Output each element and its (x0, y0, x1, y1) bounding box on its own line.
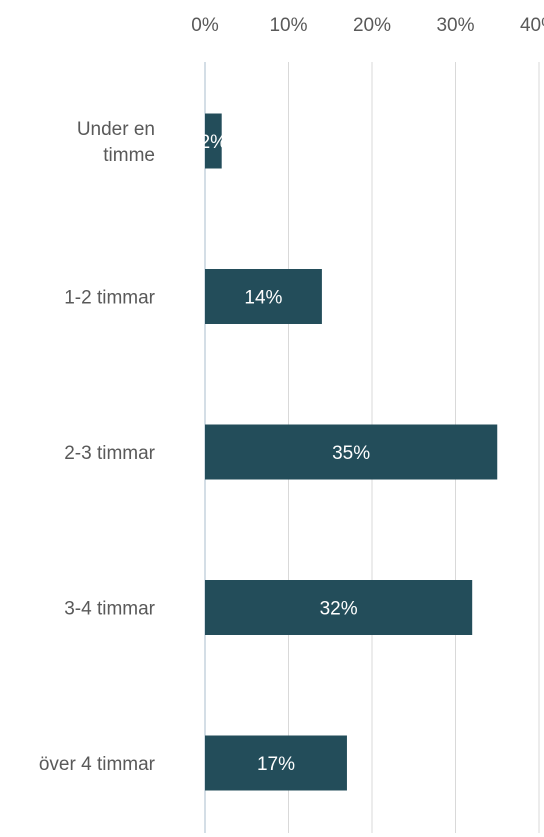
category-label-line: 3-4 timmar (64, 599, 155, 620)
category-label: 1-2 timmar (64, 288, 155, 309)
category-labels: Under en timme 1-2 timmar 2-3 timmar 3-4 tim… (39, 119, 156, 775)
data-labels: 2% 14% 35% 32% 17% (200, 132, 371, 775)
x-tick-label: 20% (353, 15, 391, 36)
data-label: 32% (320, 599, 358, 620)
category-label: över 4 timmar (39, 754, 156, 775)
category-label-line: timme (103, 145, 155, 166)
x-tick-label: 40% (520, 15, 544, 36)
data-label: 14% (244, 288, 282, 309)
bar (205, 735, 347, 791)
x-axis-tick-labels: 0% 10% 20% 30% 40% (191, 15, 544, 36)
category-label: Under en timme (77, 119, 155, 166)
x-tick-label: 30% (436, 15, 474, 36)
category-label: 2-3 timmar (64, 443, 155, 464)
bar (205, 113, 222, 169)
category-label-line: Under en (77, 119, 155, 140)
data-label: 17% (257, 754, 295, 775)
bar (205, 580, 473, 635)
x-tick-label: 10% (269, 15, 307, 36)
category-label-line: 1-2 timmar (64, 288, 155, 309)
category-label-line: över 4 timmar (39, 754, 156, 775)
bar (205, 424, 498, 480)
category-label: 3-4 timmar (64, 599, 155, 620)
data-label: 2% (200, 132, 228, 153)
x-tick-label: 0% (191, 15, 219, 36)
bar (205, 269, 322, 324)
data-label: 35% (332, 443, 370, 464)
category-label-line: 2-3 timmar (64, 443, 155, 464)
bars (205, 113, 498, 791)
